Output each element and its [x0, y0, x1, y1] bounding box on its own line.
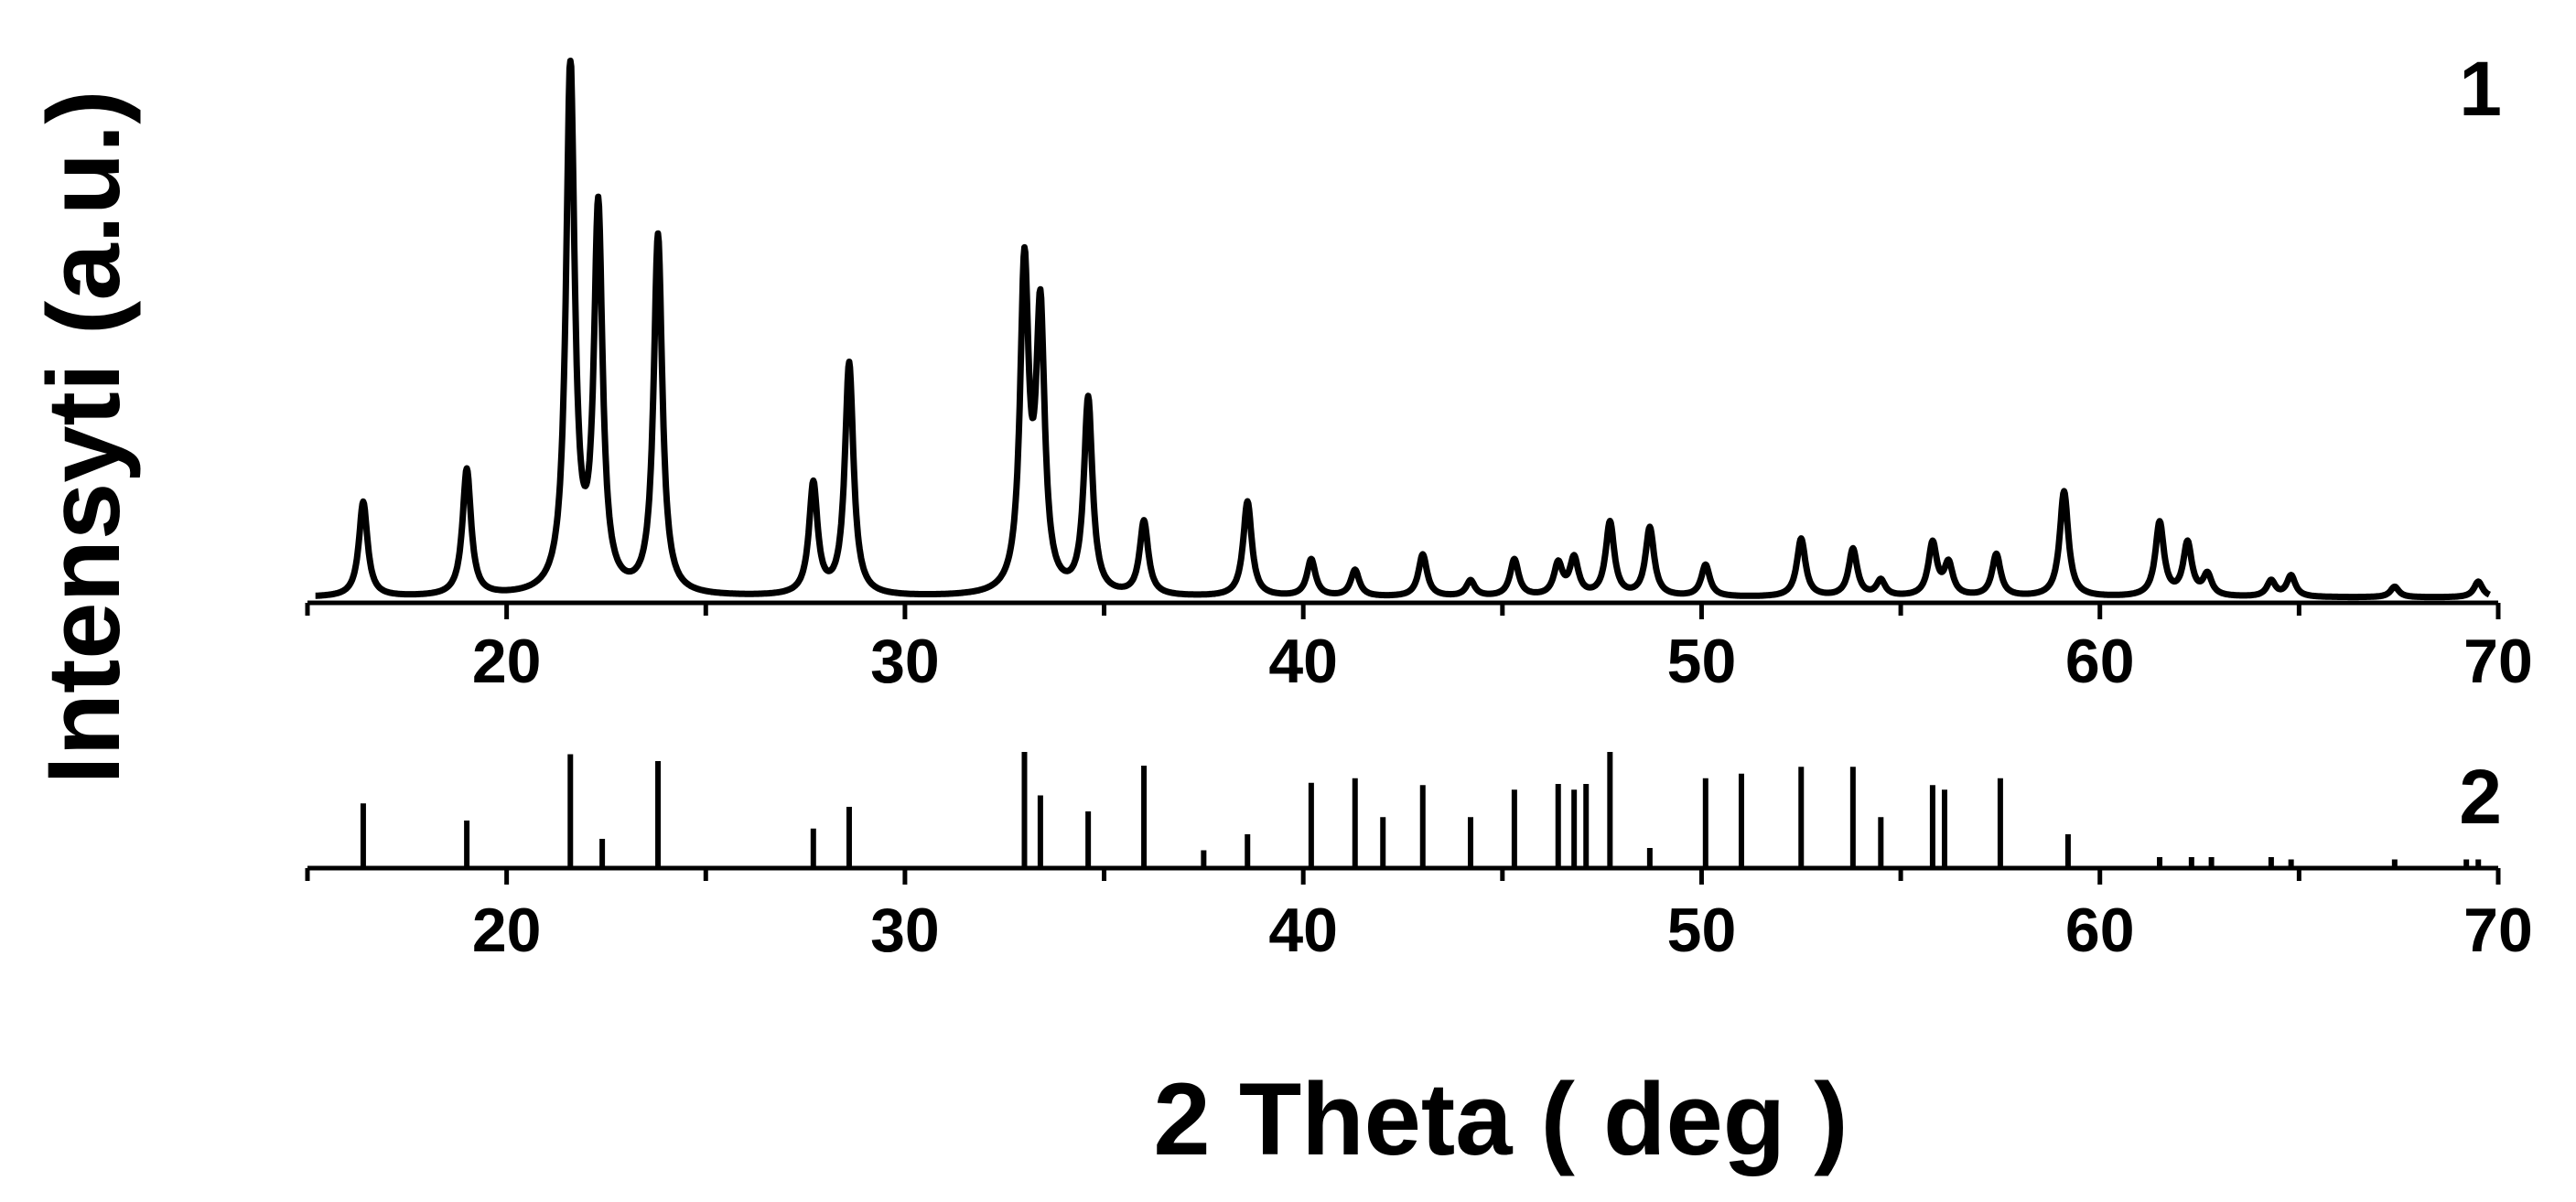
pattern-1-label: 1 — [2459, 46, 2502, 132]
pattern-2-tick-label-70: 70 — [2463, 896, 2533, 965]
pattern-2-tick-label-30: 30 — [870, 896, 940, 965]
pattern-1-panel: 20 30 40 50 60 70 — [305, 58, 2533, 696]
pattern-2-label: 2 — [2459, 754, 2502, 840]
pattern-2-panel: 20 30 40 50 60 70 — [305, 752, 2533, 965]
pattern-2-tick-label-20: 20 — [472, 896, 542, 965]
pattern-1-tick-label-40: 40 — [1268, 627, 1338, 696]
pattern-1-tick-label-30: 30 — [870, 627, 940, 696]
pattern-2-tick-label-60: 60 — [2065, 896, 2135, 965]
pattern-2-x-ticks — [305, 868, 2501, 885]
x-axis-title: 2 Theta ( deg ) — [1153, 1062, 1848, 1176]
pattern-2-tick-label-40: 40 — [1268, 896, 1338, 965]
pattern-2-sticks — [360, 752, 2482, 866]
pattern-1-x-tick-labels: 20 30 40 50 60 70 — [472, 627, 2533, 696]
pattern-1-x-ticks — [305, 603, 2501, 619]
pattern-1-tick-label-60: 60 — [2065, 627, 2135, 696]
pattern-1-tick-label-70: 70 — [2463, 627, 2533, 696]
pattern-2-tick-label-50: 50 — [1667, 896, 1737, 965]
pattern-1-tick-label-20: 20 — [472, 627, 542, 696]
y-axis-title: Intensyti (a.u.) — [27, 90, 141, 784]
pattern-1-series-line — [313, 58, 2493, 601]
pattern-2-x-tick-labels: 20 30 40 50 60 70 — [472, 896, 2533, 965]
pattern-1-tick-label-50: 50 — [1667, 627, 1737, 696]
